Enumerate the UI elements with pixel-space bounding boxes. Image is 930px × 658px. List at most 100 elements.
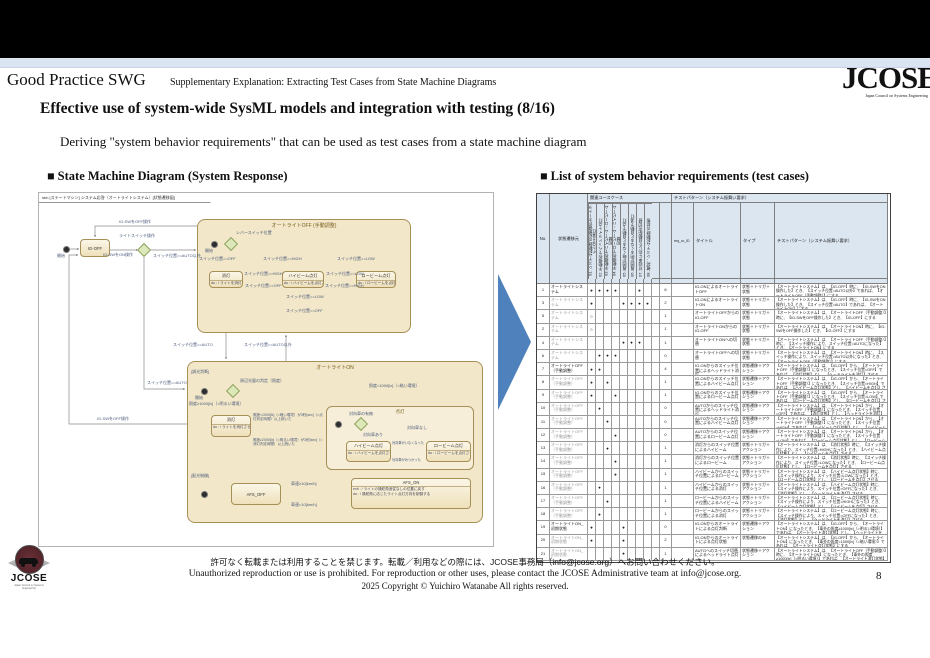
cell-usecase-mark: ●: [612, 455, 620, 469]
cell-title: AUTOからのスイッチ位置によるロービーム点灯: [694, 429, 741, 443]
cell-pattern: 【オートライトシステム】は、【ロービーム点灯状態】時に、【スイッチ操作により、ス…: [775, 495, 888, 509]
cell-state: オートライトON_初期状態: [550, 521, 588, 535]
cell-usecase-mark: [636, 547, 644, 561]
cell-req-id: [672, 363, 694, 377]
cell-state: オートライトシステム: [550, 336, 588, 350]
guard-label: スイッチ位置==LOW: [337, 256, 375, 261]
transition-label: スイッチ位置==LOW: [326, 271, 364, 276]
cell-req-id: [672, 310, 694, 324]
cell-pattern: 【オートライトシステム】は、【オートライトON】から、【オートライトOFF（手動…: [775, 402, 888, 416]
cell-blank: [652, 481, 660, 495]
col-header-title: タイトル: [694, 203, 741, 279]
cell-req-id: [672, 442, 694, 456]
cell-usecase-mark: [596, 310, 604, 324]
choice-label: レバースイッチ位置: [236, 230, 272, 235]
cell-pattern: 【オートライトシステム】は、【IG-OFF】から、【オートライトON】になったと…: [775, 521, 888, 535]
cell-type: 状態＋トリガ＋状態: [741, 349, 775, 364]
uc-col-header: 02. 手動操作でヘッドライト点灯: [596, 203, 604, 279]
state-ig-off: IG-OFF: [80, 239, 110, 257]
cell-usecase-mark: ●: [636, 336, 644, 350]
cell-usecase-mark: [644, 547, 652, 561]
cell-usecase-mark: [644, 415, 652, 430]
logo-tagline: Japan Council on Systems Engineering: [14, 584, 44, 590]
transition-label: 対向車がみつかった: [392, 458, 421, 462]
cell-count: 1: [660, 547, 672, 561]
cell-usecase-mark: [588, 415, 596, 430]
cell-title: IG-ONによるオートライトOFF: [694, 284, 741, 298]
sub-header-cell: ·: [596, 279, 604, 284]
cell-state: オートライトOFF（手動調整）: [550, 508, 588, 522]
cell-state: オートライトOFF（手動調整）: [550, 415, 588, 430]
cell-count: 1: [660, 481, 672, 495]
cell-pattern: 【オートライトシステム】は、【ハイビーム点灯状態】時に、【スイッチ操作により、ス…: [775, 481, 888, 495]
cell-pattern: 【オートライトシステム】は、【IG-OFF】から、【オートライトOFF（手動調整…: [775, 363, 888, 377]
cell-usecase-mark: [604, 363, 612, 377]
left-section-heading: ■ State Machine Diagram (System Response…: [47, 169, 288, 183]
choice-label: 対向車の有無: [349, 411, 373, 416]
cell-usecase-mark: [604, 429, 612, 443]
cell-usecase-mark: ●: [612, 349, 620, 364]
cell-usecase-mark: [644, 508, 652, 522]
cell-type: 状態＋トリガ＋状態: [741, 336, 775, 350]
cell-blank: [652, 468, 660, 482]
initial-state-label: 開始: [205, 248, 213, 253]
cell-blank: [652, 508, 660, 522]
cell-state: オートライトOFF（手動調整）: [550, 495, 588, 509]
car-icon: [19, 558, 38, 564]
cell-usecase-mark: ●: [604, 415, 612, 430]
cell-count: 1: [660, 310, 672, 324]
sub-header-cell: [694, 279, 741, 284]
page-number: 8: [876, 570, 882, 582]
uc-col-header: 05. 周囲が暗くなると自動で点灯: [620, 203, 628, 279]
cell-req-id: [672, 508, 694, 522]
cell-req-id: [672, 323, 694, 337]
cell-usecase-mark: [628, 547, 636, 561]
cell-blank: [652, 284, 660, 298]
cell-usecase-mark: [628, 429, 636, 443]
cell-usecase-mark: ●: [604, 495, 612, 509]
sub-header-cell: [741, 279, 775, 284]
cell-usecase-mark: ●: [588, 376, 596, 390]
cell-usecase-mark: [636, 402, 644, 416]
slide-subtitle: Deriving "system behavior requirements" …: [60, 134, 587, 149]
cell-blank: [652, 389, 660, 403]
cell-state: オートライトOFF（手動調整）: [550, 363, 588, 377]
cell-title: AUTOからのスイッチ位置によるハイビーム点灯: [694, 415, 741, 430]
cell-usecase-mark: ●: [620, 521, 628, 535]
cell-count: 1: [660, 508, 672, 522]
cell-usecase-mark: [628, 323, 636, 337]
cell-usecase-mark: [620, 429, 628, 443]
cell-title: AUTOからのスイッチ位置によるヘッドライト消灯: [694, 402, 741, 416]
cell-no: 2: [537, 323, 550, 337]
footer-japanese: 許可なく転載または利用することを禁じます。転載／利用などの際には、JCOSE事務…: [210, 557, 720, 567]
cell-usecase-mark: [596, 376, 604, 390]
state-activity: do : / ロービームを点灯させる: [427, 450, 470, 455]
uc-col-header: 06. 周囲が明るくなると自動で消灯: [628, 203, 636, 279]
cell-usecase-mark: [636, 442, 644, 456]
cell-blank: [652, 310, 660, 324]
cell-type: 状態＋トリガ＋状態: [741, 297, 775, 311]
cell-usecase-mark: [604, 521, 612, 535]
group-header-usecases: 関連ユースケース: [588, 194, 672, 203]
cell-type: 状態遷移＋アクション: [741, 402, 775, 416]
col-header-blank: [652, 203, 660, 279]
state-activity: do : / ライトを消灯させる: [212, 424, 251, 429]
cell-title: AUTOへのスイッチ切替によるヘッドライト点灯: [694, 547, 741, 561]
cell-usecase-mark: [620, 349, 628, 364]
cell-usecase-mark: ●: [636, 284, 644, 298]
cell-pattern: 【オートライトシステム】は、【消灯状態】時に、【スイッチ操作により、スイッチ位置…: [775, 455, 888, 469]
cell-usecase-mark: [612, 402, 620, 416]
jcose-car-logo: JCOSE Japan Council on Systems Engineeri…: [8, 544, 50, 592]
cell-usecase-mark: [588, 495, 596, 509]
uc-col-header: 04. 手動操作でロービーム→ハイビーム切替: [612, 203, 620, 279]
cell-usecase-mark: [644, 284, 652, 298]
cell-usecase-mark: [604, 547, 612, 561]
cell-usecase-mark: [612, 376, 620, 390]
state-title: ロービーム点灯: [433, 443, 464, 448]
cell-blank: [652, 442, 660, 456]
cell-usecase-mark: ●: [596, 284, 604, 298]
cell-usecase-mark: ●: [620, 534, 628, 548]
initial-state-icon: [63, 246, 70, 253]
cell-usecase-mark: [596, 336, 604, 350]
